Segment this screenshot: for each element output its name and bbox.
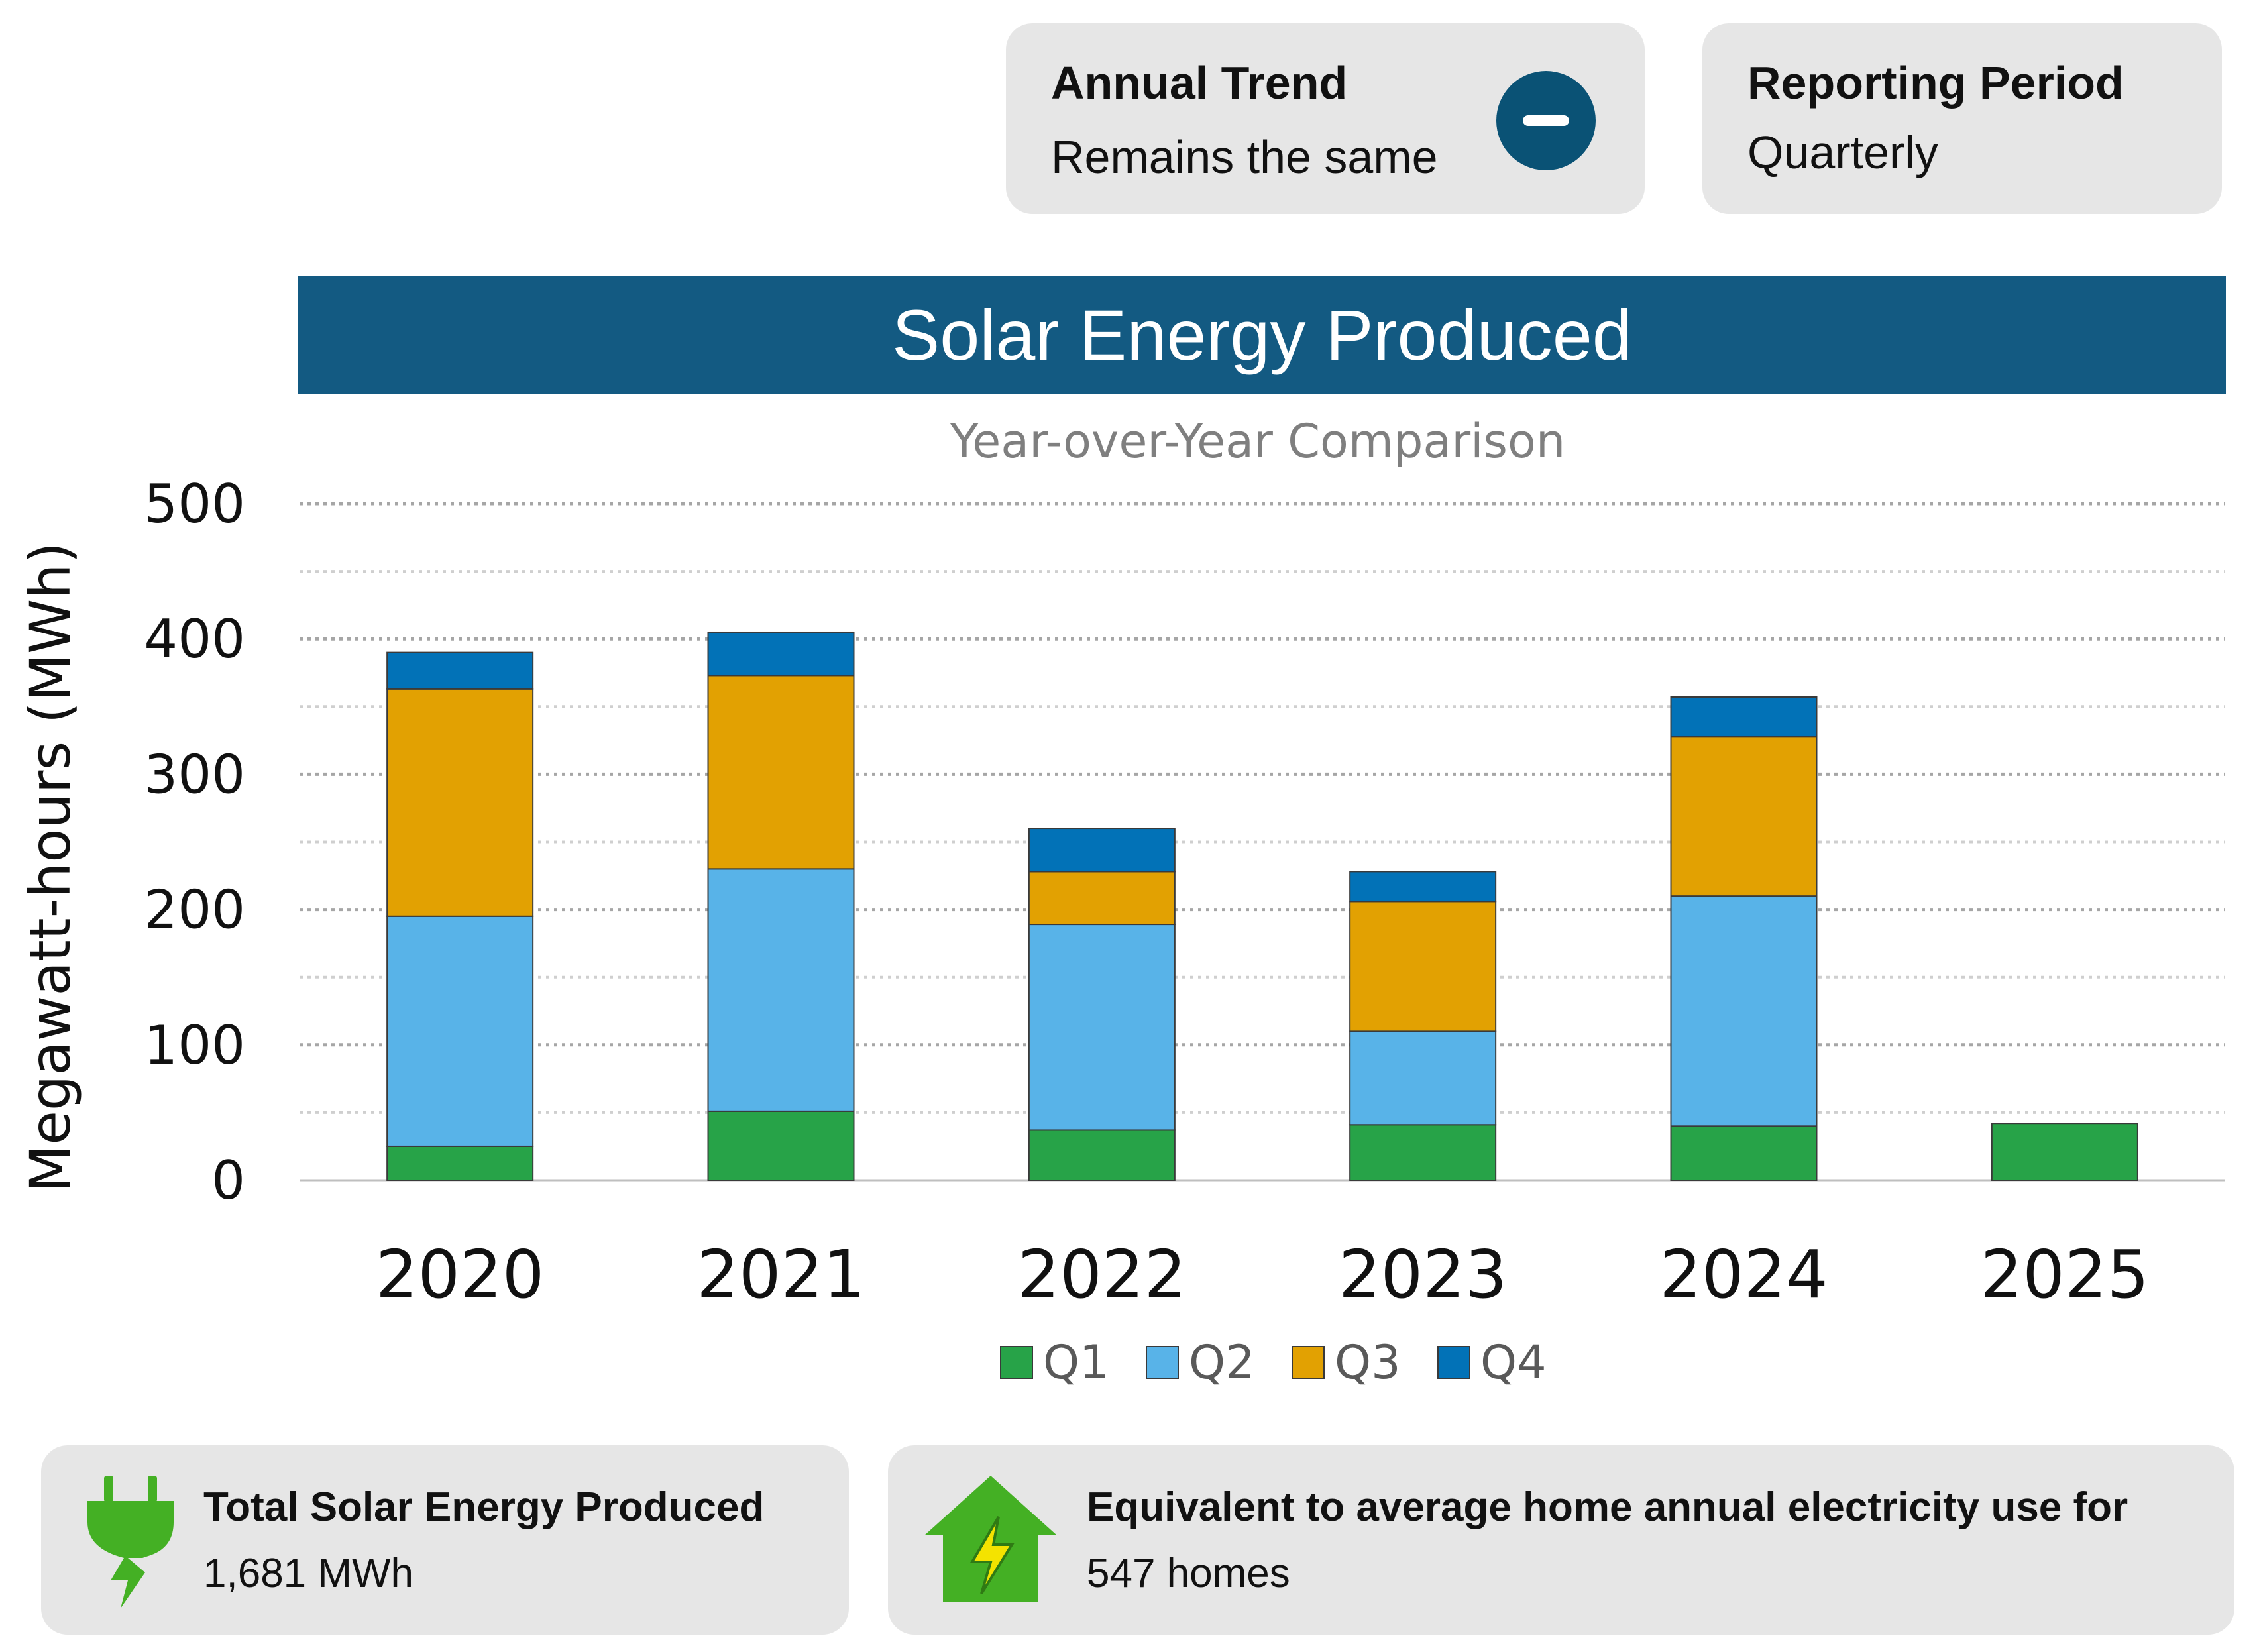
x-tick-label: 2023: [1339, 1236, 1508, 1313]
y-axis-label: Megawatt-hours (MWh): [18, 542, 83, 1193]
bar-segment-q4-2023: [1349, 871, 1497, 903]
reporting-period-card: Reporting Period Quarterly: [1702, 23, 2222, 214]
bar-segment-q1-2025: [1991, 1123, 2138, 1181]
legend-swatch: [1146, 1346, 1179, 1379]
x-tick-label: 2020: [376, 1236, 545, 1313]
total-energy-card: Total Solar Energy Produced 1,681 MWh: [41, 1445, 849, 1635]
bar-segment-q2-2021: [707, 868, 855, 1112]
bar-segment-q4-2024: [1670, 696, 1818, 738]
legend-label: Q1: [1043, 1335, 1109, 1390]
annual-trend-value: Remains the same: [1051, 131, 1438, 183]
bar-segment-q2-2024: [1670, 895, 1818, 1127]
chart-title: Solar Energy Produced: [892, 294, 1632, 375]
total-energy-value: 1,681 MWh: [203, 1551, 414, 1596]
y-tick-label: 200: [144, 879, 245, 941]
bar-segment-q3-2022: [1028, 871, 1176, 926]
chart-title-bar: Solar Energy Produced: [298, 276, 2226, 394]
y-tick-label: 400: [144, 608, 245, 670]
homes-equivalent-title: Equivalent to average home annual electr…: [1087, 1484, 2128, 1530]
x-tick-label: 2022: [1018, 1236, 1187, 1313]
reporting-period-value: Quarterly: [1747, 127, 1938, 178]
plug-bolt-icon: [87, 1476, 174, 1608]
bar-segment-q1-2022: [1028, 1129, 1176, 1182]
stacked-bar-chart: Year-over-Year Comparison Megawatt-hours…: [18, 414, 2225, 1390]
total-energy-title: Total Solar Energy Produced: [203, 1484, 765, 1530]
x-tick-label: 2024: [1659, 1236, 1828, 1313]
bar-segment-q1-2024: [1670, 1125, 1818, 1181]
legend-swatch: [1437, 1346, 1470, 1379]
y-tick-labels: 0 100 200 300 400 500: [144, 473, 245, 1211]
bar-segment-q2-2022: [1028, 924, 1176, 1131]
bar-segment-q2-2023: [1349, 1030, 1497, 1126]
bar-segment-q2-2020: [386, 915, 534, 1147]
legend-label: Q4: [1480, 1335, 1547, 1390]
bar-segment-q4-2020: [386, 651, 534, 690]
legend-swatch: [1000, 1346, 1033, 1379]
house-bolt-icon: [924, 1476, 1057, 1602]
bar-segment-q3-2021: [707, 675, 855, 870]
bar-segment-q1-2023: [1349, 1124, 1497, 1181]
bar-segment-q1-2021: [707, 1110, 855, 1182]
bar-segment-q3-2020: [386, 688, 534, 917]
homes-equivalent-value: 547 homes: [1087, 1551, 1290, 1596]
y-tick-label: 100: [144, 1015, 245, 1076]
reporting-period-title: Reporting Period: [1747, 57, 2124, 109]
legend-label: Q2: [1189, 1335, 1255, 1390]
bar-segment-q1-2020: [386, 1145, 534, 1181]
y-tick-label: 300: [144, 743, 245, 805]
bar-segment-q3-2024: [1670, 736, 1818, 897]
bar-segment-q4-2021: [707, 631, 855, 677]
x-tick-label: 2025: [1981, 1236, 2150, 1313]
bar-segment-q4-2022: [1028, 828, 1176, 873]
bar-segment-q3-2023: [1349, 901, 1497, 1032]
annual-trend-title: Annual Trend: [1051, 57, 1348, 109]
legend: Q1 Q2 Q3 Q4: [1000, 1335, 1547, 1390]
bars: [386, 631, 2138, 1182]
legend-label: Q3: [1335, 1335, 1401, 1390]
x-tick-labels: 2020 2021 2022 2023 2024 2025: [376, 1236, 2149, 1313]
x-tick-label: 2021: [696, 1236, 865, 1313]
minus-circle-icon: [1496, 71, 1596, 170]
legend-swatch: [1292, 1346, 1325, 1379]
gridlines: [300, 502, 2225, 1182]
y-tick-label: 0: [211, 1150, 245, 1211]
annual-trend-card: Annual Trend Remains the same: [1006, 23, 1645, 214]
y-tick-label: 500: [144, 473, 245, 535]
chart-subtitle: Year-over-Year Comparison: [950, 414, 1565, 468]
homes-equivalent-card: Equivalent to average home annual electr…: [888, 1445, 2234, 1635]
